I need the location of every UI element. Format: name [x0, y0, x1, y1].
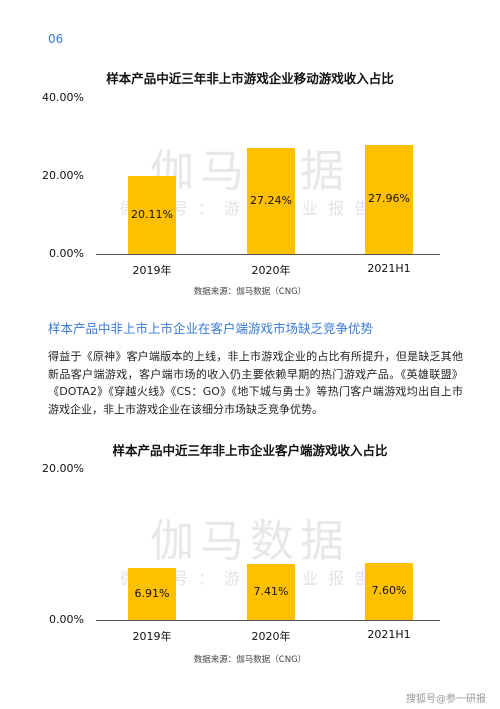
credit-watermark: 搜狐号@参一研报	[406, 694, 486, 705]
bar-value-label: 27.24%	[250, 193, 292, 207]
bar-value-label: 6.91%	[134, 586, 170, 600]
section-body: 得益于《原神》客户端版本的上线，非上市游戏企业的占比有所提升，但是缺乏其他新品客…	[48, 350, 463, 416]
chart-1-watermark-sub: 微信号：游戏产业报告	[0, 195, 500, 219]
x-axis-line	[96, 620, 440, 621]
y-tick-label: 20.00%	[42, 169, 84, 182]
bar-value-label: 27.96%	[368, 192, 410, 206]
page-number: 06	[48, 32, 64, 46]
chart-1-title: 样本产品中近三年非上市游戏企业移动游戏收入占比	[106, 71, 394, 86]
y-tick-label: 0.00%	[49, 247, 84, 260]
bar-value-label: 7.41%	[253, 585, 289, 599]
bar-1	[128, 175, 176, 254]
section-heading: 样本产品中非上市上市企业在客户端游戏市场缺乏竞争优势	[48, 321, 374, 336]
x-tick-label: 2020年	[251, 630, 291, 643]
chart-2-watermark: 伽马数据	[150, 516, 350, 567]
y-tick-label: 40.00%	[42, 91, 84, 104]
bar-value-label: 20.11%	[131, 207, 173, 221]
chart-2-watermark-sub: 微信号：游戏产业报告	[0, 565, 500, 589]
bar-2	[247, 147, 295, 254]
bar-2	[247, 564, 295, 620]
bar-1	[128, 567, 176, 620]
y-tick-label: 0.00%	[49, 613, 84, 626]
x-axis-line	[96, 254, 440, 255]
y-tick-label: 20.00%	[42, 462, 84, 475]
bar-3	[365, 144, 413, 254]
x-tick-label: 2019年	[132, 630, 172, 643]
chart-2-title: 样本产品中近三年非上市企业客户端游戏收入占比	[112, 443, 388, 458]
x-tick-label: 2019年	[132, 264, 172, 277]
x-tick-label: 2021H1	[367, 262, 411, 275]
x-tick-label: 2020年	[251, 264, 291, 277]
chart-1-source: 数据来源：伽马数据（CNG）	[193, 287, 307, 297]
bar-value-label: 7.60%	[371, 584, 407, 598]
chart-2-source: 数据来源：伽马数据（CNG）	[193, 655, 307, 665]
x-tick-label: 2021H1	[367, 628, 411, 641]
bar-3	[365, 562, 413, 620]
